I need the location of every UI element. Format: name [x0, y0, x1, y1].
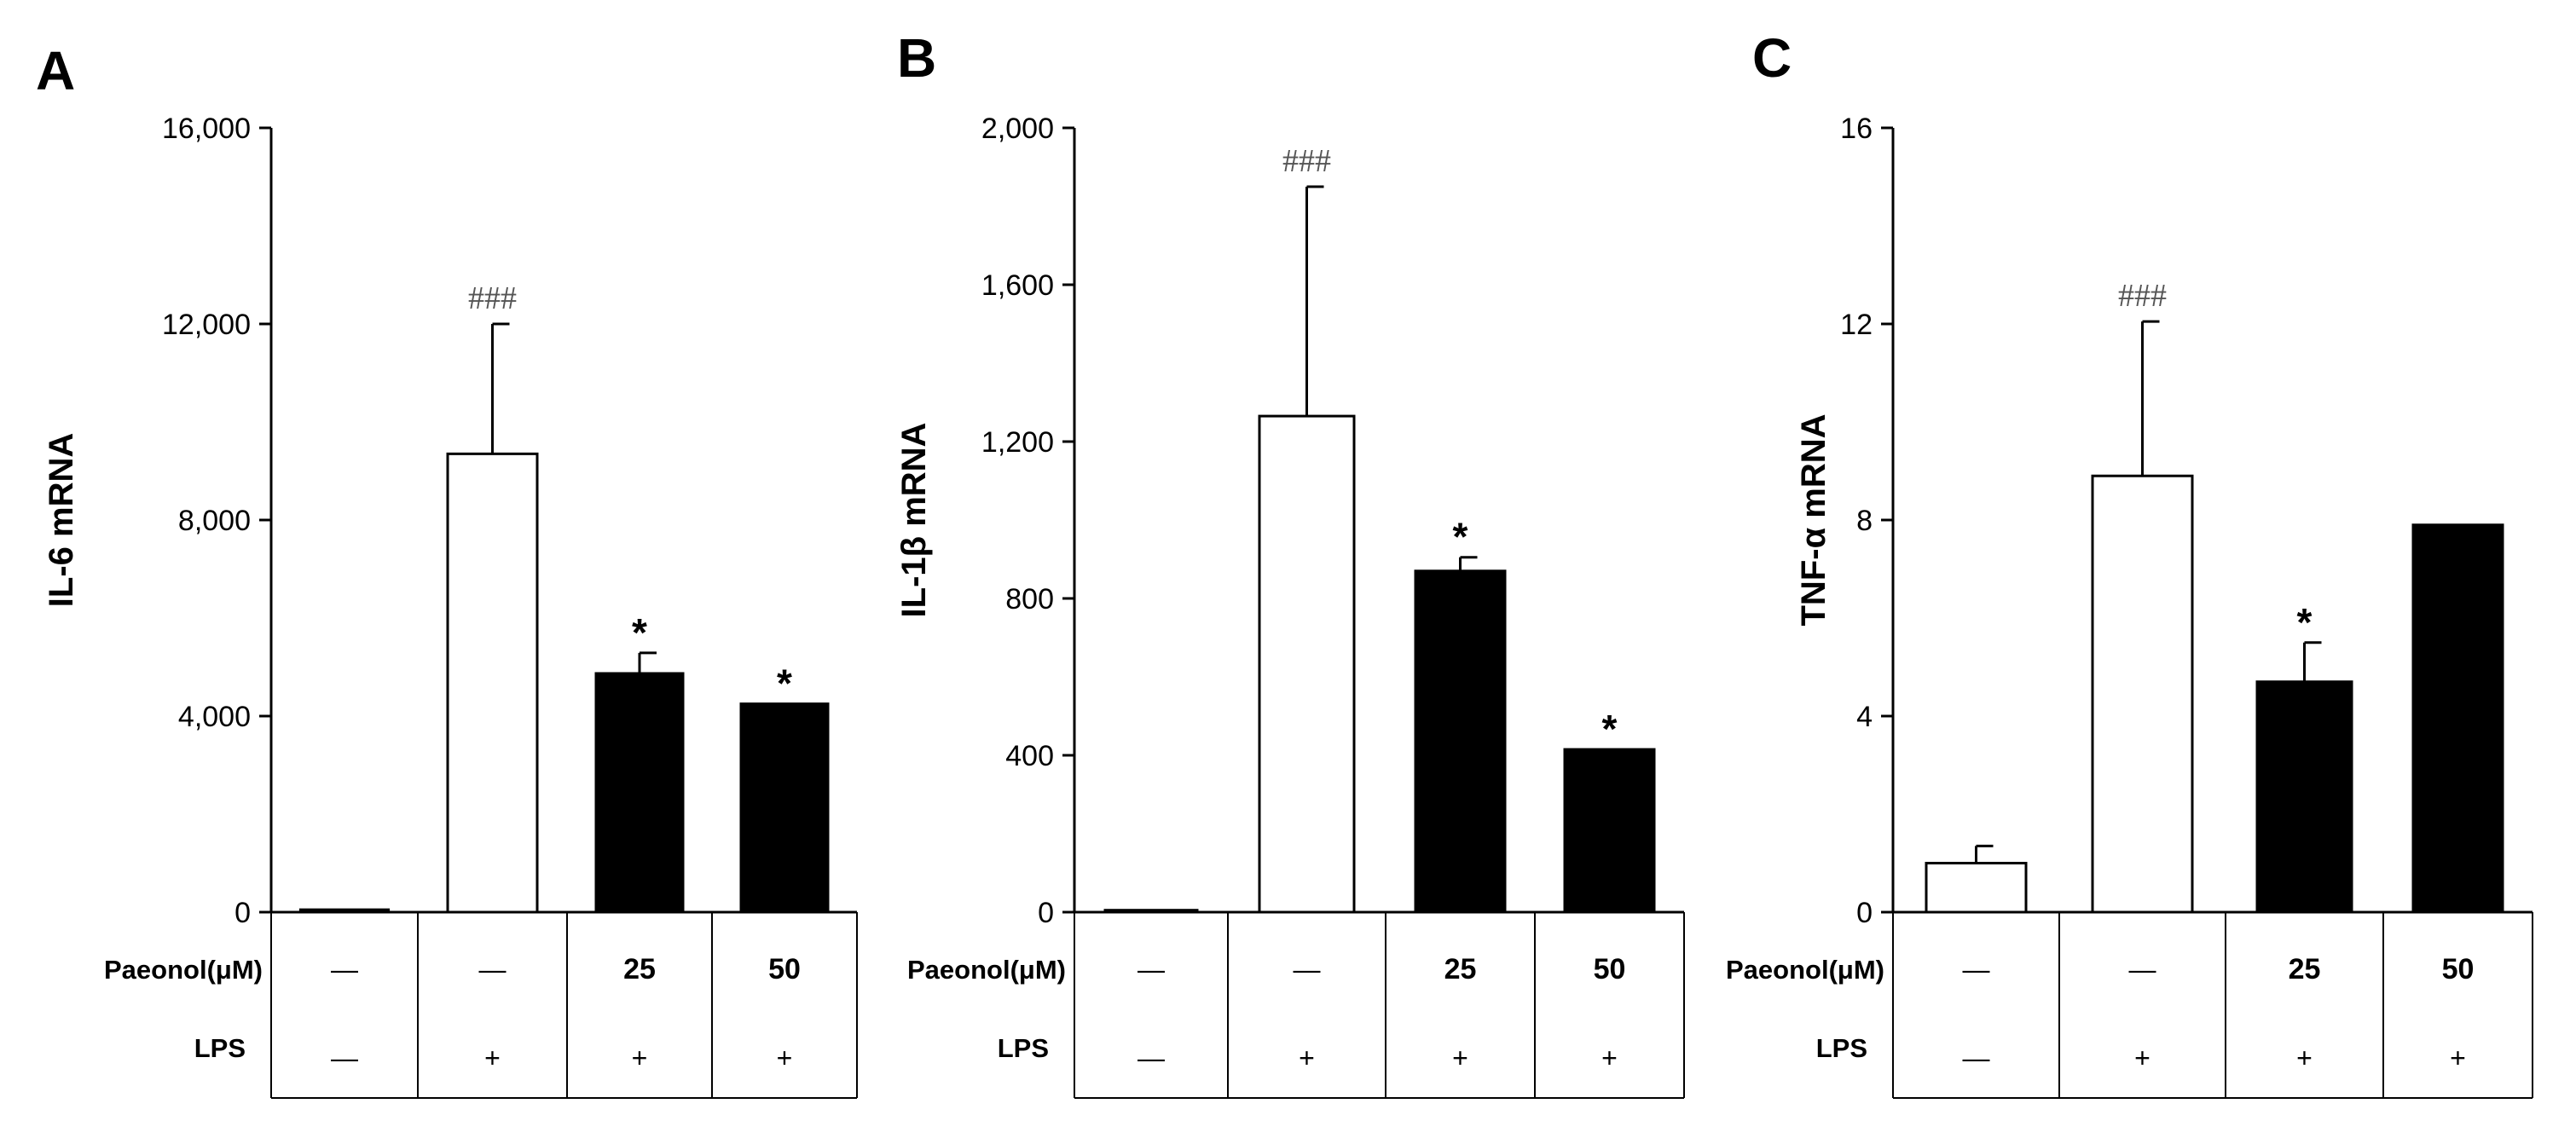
y-tick-label: 0: [1038, 897, 1054, 929]
lps-cell: +: [2450, 1043, 2466, 1073]
y-tick-label: 0: [1856, 897, 1873, 929]
y-axis-label: TNF-α mRNA: [1795, 413, 1832, 626]
y-axis-label: IL-6 mRNA: [43, 433, 80, 607]
lps-cell: +: [632, 1043, 648, 1073]
significance-label: *: [632, 610, 647, 655]
y-tick-label: 1,600: [981, 269, 1054, 302]
lps-cell: +: [2296, 1043, 2313, 1073]
panel-letter-B: B: [897, 27, 936, 89]
significance-label: *: [2297, 600, 2313, 644]
bar-A-3: [594, 672, 685, 914]
y-tick-label: 4: [1856, 701, 1873, 733]
y-tick-label: 4,000: [178, 701, 251, 733]
significance-label: *: [777, 662, 792, 706]
y-tick-label: 400: [1005, 740, 1054, 772]
lps-cell: +: [777, 1043, 793, 1073]
paeonol-cell: 50: [2442, 953, 2475, 985]
y-tick-label: 16: [1840, 113, 1873, 145]
significance-label: ###: [2118, 278, 2167, 314]
lps-cell: +: [1299, 1043, 1315, 1073]
y-tick-label: 8,000: [178, 505, 251, 537]
paeonol-cell: —: [1963, 954, 1990, 985]
paeonol-cell: —: [1294, 954, 1321, 985]
lps-cell: +: [484, 1043, 501, 1073]
bar-C-4: [2411, 523, 2504, 914]
lps-cell: —: [1963, 1043, 1990, 1073]
row-label-paeonol: Paeonol(μM): [104, 955, 263, 985]
significance-label: ###: [468, 280, 517, 316]
bar-C-1: [1925, 862, 2028, 914]
panel-letter-C: C: [1752, 27, 1792, 89]
bar-A-2: [446, 452, 539, 914]
paeonol-cell: —: [2129, 954, 2156, 985]
bar-B-2: [1258, 414, 1356, 914]
bar-C-2: [2091, 474, 2194, 914]
paeonol-cell: 25: [623, 953, 656, 985]
panel-letter-A: A: [36, 40, 75, 101]
lps-cell: +: [1452, 1043, 1468, 1073]
y-tick-label: 12: [1840, 309, 1873, 341]
row-label-paeonol: Paeonol(μM): [907, 955, 1066, 985]
significance-label: *: [1453, 515, 1468, 559]
paeonol-cell: 25: [1444, 953, 1477, 985]
paeonol-cell: —: [1137, 954, 1165, 985]
row-label-paeonol: Paeonol(μM): [1726, 955, 1884, 985]
bar-C-3: [2255, 680, 2353, 914]
paeonol-cell: 50: [1594, 953, 1626, 985]
y-tick-label: 8: [1856, 505, 1873, 537]
paeonol-cell: 50: [768, 953, 801, 985]
lps-cell: —: [1137, 1043, 1165, 1073]
y-tick-label: 2,000: [981, 113, 1054, 145]
lps-cell: +: [1601, 1043, 1618, 1073]
bar-B-4: [1563, 748, 1656, 914]
row-label-lps: LPS: [1816, 1033, 1867, 1063]
lps-cell: —: [331, 1043, 358, 1073]
y-tick-label: 12,000: [162, 309, 251, 341]
bar-A-4: [739, 702, 830, 914]
bar-B-3: [1414, 569, 1507, 914]
y-tick-label: 1,200: [981, 426, 1054, 459]
significance-label: *: [1602, 707, 1618, 751]
y-tick-label: 0: [234, 897, 251, 929]
paeonol-cell: 25: [2289, 953, 2321, 985]
paeonol-cell: —: [479, 954, 507, 985]
y-axis-label: IL-1β mRNA: [895, 423, 933, 618]
row-label-lps: LPS: [998, 1033, 1049, 1063]
lps-cell: +: [2134, 1043, 2151, 1073]
y-tick-label: 800: [1005, 583, 1054, 615]
paeonol-cell: —: [331, 954, 358, 985]
y-tick-label: 16,000: [162, 113, 251, 145]
row-label-lps: LPS: [194, 1033, 246, 1063]
significance-label: ###: [1282, 143, 1331, 179]
